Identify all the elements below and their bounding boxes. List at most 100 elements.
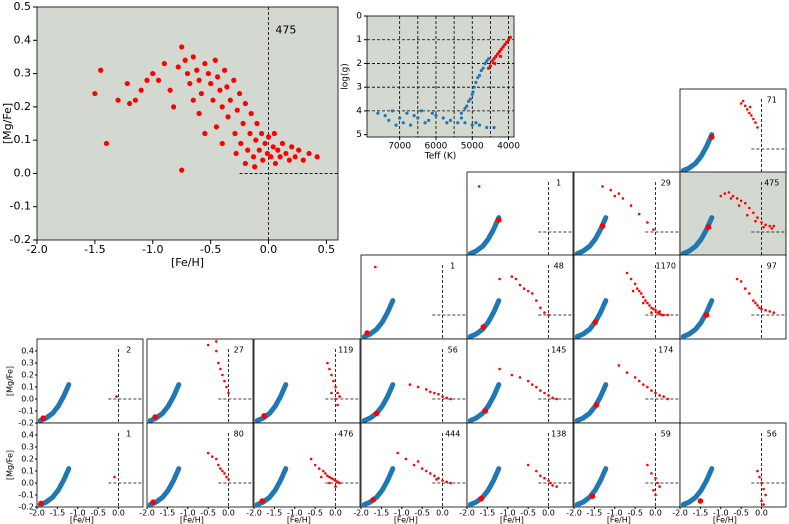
point: [292, 154, 298, 160]
point: [743, 287, 747, 290]
point: [423, 121, 427, 125]
x-tick-label: -1.0: [180, 509, 196, 518]
count-label: 138: [551, 430, 566, 439]
x-tick-label: -1.5: [693, 509, 709, 518]
x-tick-label: -1.0: [70, 509, 86, 518]
point: [336, 391, 339, 395]
point: [739, 199, 743, 203]
point: [762, 225, 765, 229]
point: [551, 396, 554, 400]
count-label: 1: [556, 179, 561, 188]
point: [756, 216, 759, 219]
x-axis-label: [Fe/H]: [607, 516, 631, 524]
track: [361, 382, 396, 424]
track: [680, 466, 715, 508]
point: [115, 97, 121, 103]
point: [210, 97, 216, 103]
point: [430, 111, 434, 115]
count-label: 56: [448, 346, 458, 355]
point: [221, 469, 224, 473]
point: [488, 64, 493, 68]
point: [328, 475, 331, 479]
x-tick-label: 0.0: [329, 509, 342, 518]
point: [187, 80, 193, 87]
count-label: 475: [764, 179, 779, 188]
point: [485, 59, 489, 63]
point: [526, 379, 530, 383]
point: [476, 76, 480, 80]
point: [390, 109, 395, 113]
x-tick-label: -1.5: [50, 509, 66, 518]
count-label: 48: [554, 262, 564, 271]
inset-axes: [366, 15, 515, 138]
point: [271, 130, 277, 137]
point: [758, 475, 761, 479]
point: [658, 312, 661, 316]
point: [330, 476, 333, 480]
point: [609, 188, 612, 192]
point: [503, 42, 507, 47]
point: [272, 160, 279, 167]
point: [416, 116, 420, 120]
selected-point: [480, 324, 487, 330]
point: [448, 118, 453, 122]
point: [434, 114, 438, 118]
point: [646, 385, 649, 389]
y-tick-label: 0.0: [14, 166, 32, 179]
x-tick-label: -0.5: [90, 509, 106, 518]
point: [424, 388, 428, 391]
point: [219, 104, 225, 110]
point: [224, 84, 230, 90]
point: [225, 475, 228, 479]
point: [658, 394, 661, 397]
point: [633, 282, 637, 286]
point: [539, 474, 542, 478]
y-tick-label: 0.2: [21, 371, 34, 380]
point: [227, 391, 230, 395]
count-label: 1: [450, 262, 455, 271]
point: [650, 472, 653, 475]
y-tick-label: 0.1: [21, 467, 34, 476]
selected-point: [496, 217, 502, 223]
count-label: 71: [767, 96, 777, 105]
point: [539, 306, 542, 310]
point: [642, 383, 645, 386]
point: [232, 130, 238, 137]
point: [745, 108, 749, 111]
point: [332, 379, 335, 383]
point: [205, 70, 211, 77]
y-axis-label: [Mg/Fe]: [1, 103, 14, 144]
point: [127, 100, 133, 107]
y-axis-label: [Mg/Fe]: [6, 450, 15, 480]
x-tick-label: -0.5: [520, 509, 536, 518]
point: [652, 228, 655, 231]
track: [680, 132, 715, 174]
point: [412, 463, 416, 467]
point: [656, 311, 659, 314]
x-tick-label: -2.0: [246, 509, 262, 518]
point: [115, 395, 118, 398]
point: [242, 160, 248, 167]
point: [662, 313, 665, 317]
selected-point: [364, 330, 370, 336]
x-tick-label: -1.5: [480, 509, 496, 518]
point: [206, 343, 210, 347]
point: [543, 476, 546, 480]
x-axis-label: [Fe/H]: [180, 516, 204, 524]
point: [132, 97, 139, 103]
x-tick-label: 6000: [425, 142, 448, 152]
point: [760, 481, 763, 485]
selected-point: [703, 312, 710, 318]
selected-point: [599, 223, 606, 229]
point: [416, 385, 420, 389]
x-tick-label: -1.5: [374, 509, 390, 518]
point: [748, 111, 751, 115]
point: [275, 147, 281, 153]
point: [223, 472, 226, 475]
point: [332, 478, 335, 481]
point: [286, 157, 292, 163]
point: [535, 469, 538, 473]
point: [420, 467, 424, 470]
count-label: 56: [767, 430, 777, 439]
x-tick-label: 0.0: [436, 509, 449, 518]
